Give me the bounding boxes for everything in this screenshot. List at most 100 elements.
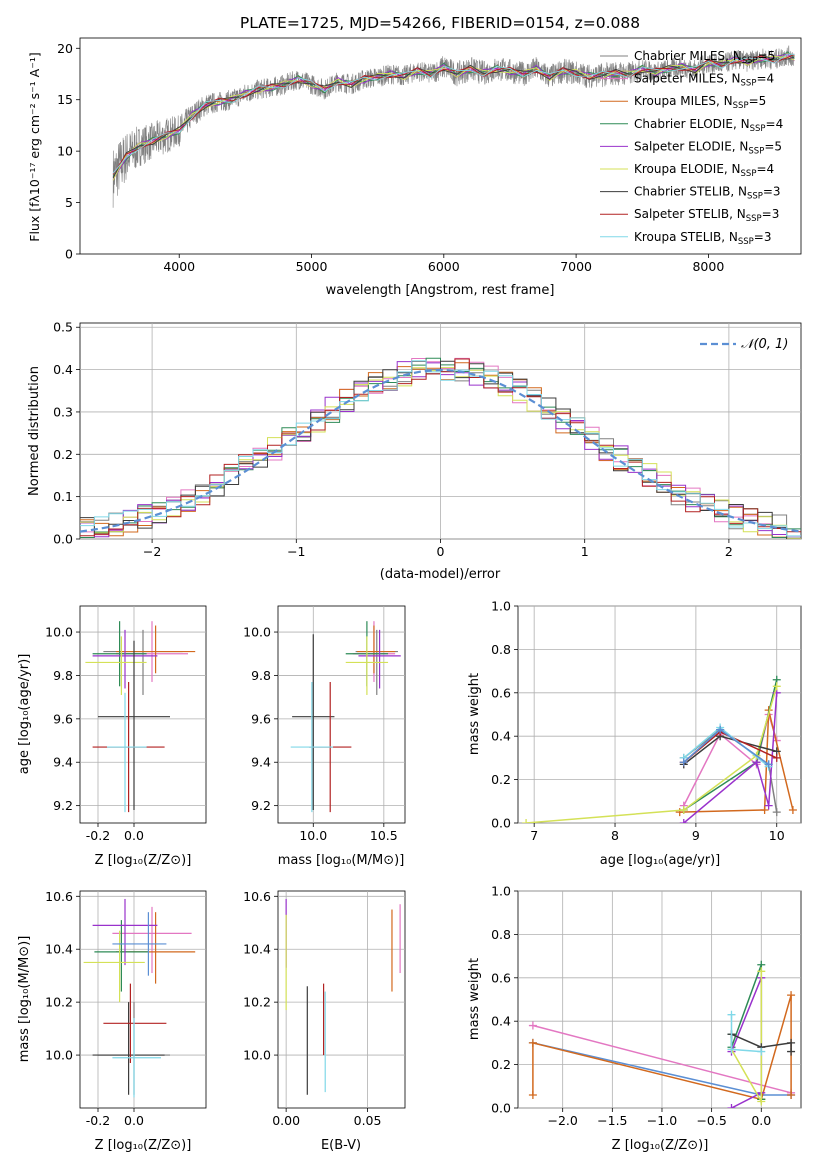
- panel-age-z-frame: [79, 605, 207, 824]
- mass-weight-line-2: [679, 710, 794, 813]
- y-tick-label: 10.2: [45, 995, 73, 1010]
- y-tick-label: 0.1: [53, 489, 73, 504]
- error-bars: [290, 621, 401, 813]
- panel-mass-ebv: 0.00 0.05 10.0 10.2 10.4 10.6 E(B-V): [243, 889, 406, 1153]
- mass-weight-marker-7: [727, 1010, 736, 1019]
- mass-weight-marker-6: [787, 1047, 796, 1056]
- y-tick-label: 0.5: [53, 320, 73, 335]
- x-tick-label: 0.05: [354, 1113, 382, 1128]
- mass-weight-marker-9: [716, 725, 725, 734]
- y-tick-label: 10.6: [45, 889, 73, 904]
- y-tick-label: 10.0: [45, 1048, 73, 1063]
- mass-ebv-axes: 0.00 0.05 10.0 10.2 10.4 10.6: [243, 889, 381, 1128]
- panel-spectrum: 4000 5000 6000 7000 8000 0 5 10 15 20 Chabrier MI…: [27, 37, 802, 298]
- mw-z-ylabel: mass weight: [467, 958, 482, 1040]
- mass-weight-marker-4: [679, 819, 688, 823]
- mass-weight-marker-9: [764, 760, 773, 769]
- legend-suffix-7: =3: [762, 207, 780, 221]
- mass-weight-line-6: [731, 1033, 792, 1052]
- mass-z-xlabel: Z [log₁₀(Z/Z⊙)]: [95, 1138, 192, 1153]
- mw-age-plot-area: [518, 605, 801, 824]
- mass-weight-marker-2: [675, 808, 684, 817]
- y-tick-label: 5: [65, 195, 73, 210]
- error-bars: [285, 898, 401, 1095]
- mw-age-axes: 7 8 9 10 0.0 0.2 0.4 0.6 0.8 1.0: [491, 599, 785, 844]
- x-tick-label: 0.0: [124, 828, 144, 843]
- panel-mw-z-frame: [517, 890, 802, 1109]
- mass-weight-marker-2: [788, 805, 797, 814]
- mass-weight-marker-2: [528, 1090, 537, 1099]
- x-tick-label: 10: [769, 828, 785, 843]
- histogram-8: [80, 360, 801, 537]
- figure-title: PLATE=1725, MJD=54266, FIBERID=0154, z=0…: [240, 14, 640, 32]
- mass-z-axes: -0.2 0.0 10.0 10.2 10.4 10.6: [45, 889, 144, 1128]
- y-tick-label: 9.4: [53, 755, 73, 770]
- y-tick-label: 0.3: [53, 404, 73, 419]
- legend-sub-7: SSP: [746, 214, 762, 224]
- legend-label-gaussian: 𝒩(0, 1): [741, 337, 788, 352]
- residuals-xlabel: (data-model)/error: [380, 567, 501, 582]
- mass-weight-line-0: [532, 1024, 792, 1094]
- panel-mw-age-frame: [517, 605, 802, 824]
- y-tick-label: 0.4: [491, 729, 511, 744]
- age-z-plot-area: [80, 606, 206, 823]
- legend-suffix-2: =5: [749, 94, 767, 108]
- legend-label-2: Kroupa MILES, NSSP=5: [634, 94, 766, 111]
- mass-weight-marker-2: [787, 1090, 796, 1099]
- histogram-6: [80, 360, 788, 539]
- mass-weight-marker-6: [787, 1038, 796, 1047]
- legend-label-0: Chabrier MILES, NSSP=5: [634, 49, 775, 66]
- mw-z-plot-area: [518, 890, 801, 1109]
- y-tick-label: 10.2: [243, 995, 271, 1010]
- x-tick-label: -0.2: [86, 828, 110, 843]
- legend-suffix-5: =4: [756, 162, 774, 176]
- x-tick-label: 10.5: [370, 828, 398, 843]
- y-tick-label: 10.6: [243, 889, 271, 904]
- legend-suffix-3: =4: [766, 117, 784, 131]
- x-tick-label: -0.2: [86, 1113, 110, 1128]
- x-tick-label: 5000: [296, 259, 328, 274]
- x-tick-label: 0.0: [124, 1113, 144, 1128]
- panel-mw-age: 7 8 9 10 0.0 0.2 0.4 0.6 0.8 1.0 age [log₁₀(age/y…: [467, 599, 802, 868]
- x-tick-label: 7: [530, 828, 538, 843]
- panel-age-mass-frame: [277, 605, 406, 824]
- mass-weight-marker-4: [764, 801, 773, 810]
- age-z-xlabel: Z [log₁₀(Z/Z⊙)]: [95, 853, 192, 868]
- x-tick-label: −1.5: [597, 1113, 627, 1128]
- mass-weight-marker-5: [679, 805, 688, 814]
- x-tick-label: 6000: [428, 259, 460, 274]
- mw-z-xlabel: Z [log₁₀(Z/Z⊙)]: [612, 1138, 709, 1153]
- y-tick-label: 9.2: [251, 798, 271, 813]
- panel-age-mass: 10.0 10.5 9.2 9.4 9.6 9.8 10.0 mass [log₁₀(M/M…: [243, 605, 406, 868]
- y-tick-label: 9.8: [251, 668, 271, 683]
- y-tick-label: 10.0: [45, 625, 73, 640]
- mass-ebv-xlabel: E(B-V): [321, 1138, 361, 1153]
- spectrum-ylabel: Flux [fλ10⁻¹⁷ erg cm⁻² s⁻¹ A⁻¹]: [27, 52, 42, 241]
- mass-weight-marker-5: [757, 967, 766, 976]
- error-bars: [85, 621, 196, 813]
- y-tick-label: 20: [57, 41, 73, 56]
- panel-mass-z: -0.2 0.010.010.210.410.6 Z [log₁₀(Z/Z⊙)] …: [17, 889, 207, 1153]
- x-tick-label: 2: [725, 544, 733, 559]
- mass-weight-marker-5: [757, 1097, 766, 1106]
- x-tick-label: 8000: [692, 259, 724, 274]
- observed-spectrum: [112, 45, 795, 208]
- x-tick-label: 0.0: [751, 1113, 771, 1128]
- mass-z-plot-area: [80, 891, 206, 1108]
- x-tick-label: 7000: [560, 259, 592, 274]
- y-tick-label: 0.2: [53, 447, 73, 462]
- y-tick-label: 9.6: [53, 711, 73, 726]
- residuals-axes: −2 −1 0 1 2 0.0 0.1 0.2 0.3 0.4 0.5 𝒩(0, 1): [53, 320, 788, 559]
- mass-ebv-plot-area: [278, 891, 405, 1108]
- legend-suffix-4: =5: [764, 139, 782, 153]
- y-tick-label: 0.4: [53, 362, 73, 377]
- y-tick-label: 0.2: [491, 772, 511, 787]
- legend-sub-3: SSP: [750, 124, 766, 134]
- x-tick-label: −1: [287, 544, 305, 559]
- y-tick-label: 0.8: [491, 642, 511, 657]
- mass-weight-marker-2: [787, 991, 796, 1000]
- x-tick-label: 0.00: [272, 1113, 300, 1128]
- mw-z-axes: −2.0 −1.5 −1.0 −0.5 0.0 0.0 0.2 0.4 0.6 0.8 1.0: [491, 884, 771, 1129]
- legend-label-8: Kroupa STELIB, NSSP=3: [634, 230, 772, 247]
